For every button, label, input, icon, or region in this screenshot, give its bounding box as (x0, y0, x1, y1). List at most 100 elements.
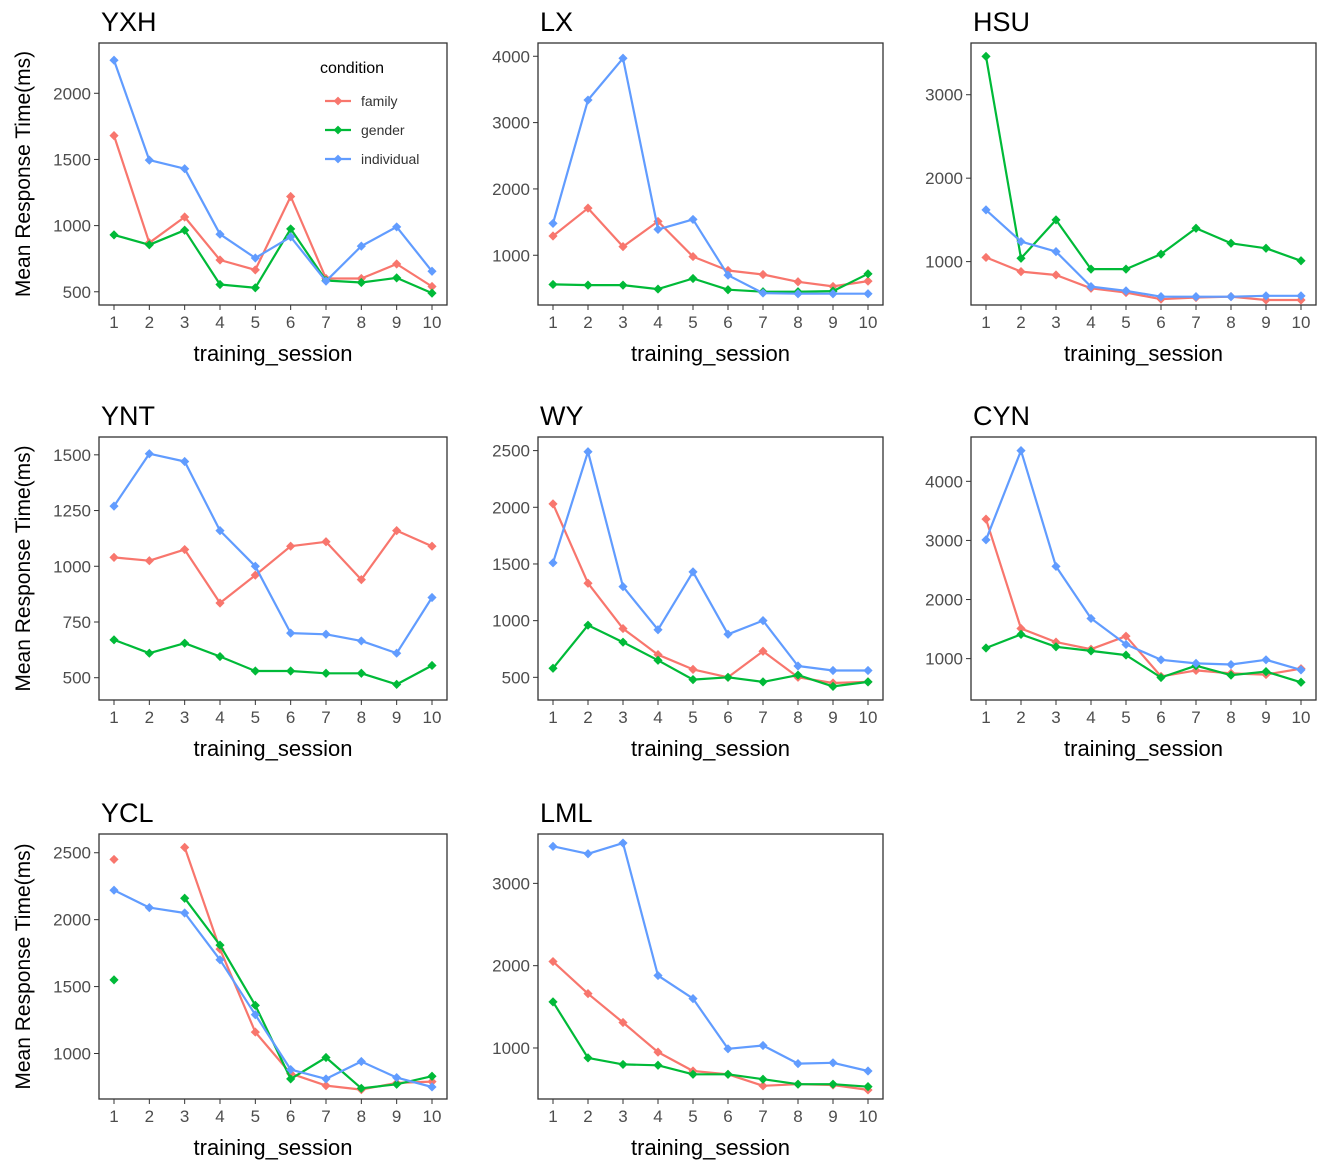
plot-frame (537, 436, 884, 701)
data-point-gender (180, 893, 190, 903)
data-point-individual (109, 55, 119, 65)
data-point-gender (1156, 672, 1166, 683)
data-point-gender (688, 1069, 698, 1079)
data-point-family (688, 251, 698, 262)
data-point-family (981, 252, 991, 263)
y-axis-label: Mean Response Time(ms) (12, 445, 35, 691)
y-tick-label: 1500 (492, 555, 530, 574)
x-tick-label: 6 (286, 708, 295, 727)
data-point-individual (793, 1059, 803, 1069)
x-tick-label: 5 (251, 313, 260, 332)
panel-ynt: YNT 500 750 1000 1250 1500 1 2 3 4 5 6 7 8 9 10 training… (12, 401, 448, 761)
panel-title: YXH (101, 7, 157, 37)
data-point-gender (653, 284, 663, 294)
series-line-family (113, 529, 433, 605)
x-tick-label: 5 (688, 708, 697, 727)
series-line-gender (552, 624, 869, 688)
data-point-individual (618, 582, 628, 592)
series-family (109, 842, 437, 1095)
series-individual (981, 445, 1306, 675)
data-point-gender (286, 224, 296, 234)
data-point-gender (1051, 642, 1061, 652)
x-tick-label: 5 (688, 1107, 697, 1126)
data-point-gender (1191, 223, 1201, 233)
data-point-individual (653, 224, 663, 234)
series-line-gender (552, 1001, 869, 1088)
data-point-individual (356, 1056, 366, 1067)
x-tick-label: 9 (1261, 708, 1270, 727)
x-tick-label: 10 (859, 313, 878, 332)
x-tick-label: 7 (1191, 708, 1200, 727)
series-individual (109, 55, 437, 286)
legend-item-individual[interactable]: individual (325, 151, 419, 167)
series-line-family (985, 256, 1301, 302)
data-point-individual (981, 205, 991, 215)
data-point-family (250, 570, 260, 580)
series-line-family (183, 847, 433, 1091)
x-tick-label: 3 (618, 708, 627, 727)
data-point-individual (109, 501, 119, 511)
plot-frame (537, 833, 884, 1100)
data-point-family (286, 191, 296, 202)
x-axis-label: training_session (194, 341, 353, 366)
data-point-individual (427, 1082, 437, 1092)
data-point-individual (392, 222, 402, 232)
data-point-individual (618, 53, 628, 63)
data-point-gender (688, 273, 698, 284)
data-point-family (321, 537, 331, 547)
x-tick-label: 1 (548, 708, 557, 727)
panel-lx: LX 1000 2000 3000 4000 1 2 3 4 5 6 7 8 9 10 training_se… (492, 7, 884, 366)
data-point-individual (688, 214, 698, 225)
series-line-gender (113, 227, 433, 295)
data-point-individual (215, 955, 225, 965)
data-point-gender (981, 51, 991, 61)
legend-item-family[interactable]: family (325, 93, 398, 109)
legend: condition family gender individual (320, 60, 419, 167)
data-point-family (180, 842, 190, 852)
x-tick-label: 10 (859, 708, 878, 727)
data-point-individual (1086, 613, 1096, 624)
series-line-family (552, 960, 869, 1091)
series-individual (981, 205, 1306, 302)
x-tick-label: 2 (583, 1107, 592, 1126)
data-point-family (583, 989, 593, 999)
plot-frame (98, 42, 448, 306)
data-point-gender (1051, 215, 1061, 225)
x-tick-label: 7 (758, 708, 767, 727)
data-point-family (618, 623, 628, 634)
x-tick-label: 2 (583, 313, 592, 332)
x-tick-label: 4 (215, 1107, 224, 1126)
data-point-gender (286, 1074, 296, 1084)
data-point-individual (863, 1066, 873, 1076)
x-tick-label: 4 (653, 708, 662, 727)
x-tick-label: 9 (392, 1107, 401, 1126)
legend-item-gender[interactable]: gender (325, 122, 405, 138)
series-gender (548, 269, 873, 297)
series-line-individual (551, 450, 868, 672)
series-individual (548, 447, 873, 676)
panel-title: LML (540, 798, 593, 828)
x-tick-label: 2 (145, 313, 154, 332)
data-point-individual (1121, 286, 1131, 296)
series-line-family (552, 207, 869, 288)
x-tick-label: 9 (392, 708, 401, 727)
series-family (109, 526, 437, 608)
data-point-family (758, 646, 768, 656)
data-point-gender (863, 677, 873, 687)
series-individual (548, 53, 873, 299)
data-point-individual (723, 270, 733, 280)
x-tick-label: 2 (1016, 708, 1025, 727)
x-axis-label: training_session (1064, 341, 1223, 366)
y-tick-label: 3000 (925, 531, 963, 550)
data-point-family (321, 1081, 331, 1091)
data-point-gender (688, 674, 698, 685)
data-point-individual (688, 567, 698, 577)
x-tick-label: 7 (758, 1107, 767, 1126)
y-tick-label: 500 (502, 668, 530, 687)
x-tick-label: 8 (357, 708, 366, 727)
y-tick-label: 3000 (492, 874, 530, 893)
y-tick-label: 1000 (53, 217, 91, 236)
plot-frame (98, 436, 448, 701)
y-axis-label: Mean Response Time(ms) (12, 843, 35, 1089)
series-individual (109, 885, 437, 1092)
